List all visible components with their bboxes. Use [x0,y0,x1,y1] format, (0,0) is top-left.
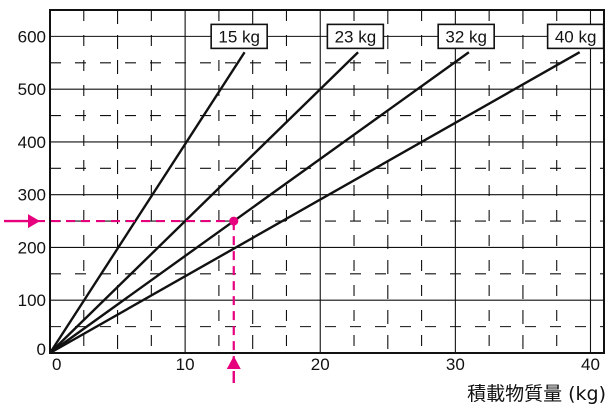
series-line-2 [49,51,359,354]
y-tick-label: 300 [18,186,46,205]
plot-frame [49,9,605,354]
series-line-1 [48,51,246,354]
series-label-box-3 [437,23,495,50]
series-label-box-1 [210,23,268,50]
x-tick-label: 40 [581,355,600,374]
y-tick-label: 0 [37,340,46,359]
series-label-1: 15 kg [218,27,260,46]
x-axis-label: 積載物質量 (kg) [467,383,606,405]
minor-gridlines [50,10,604,353]
reading-arrow-up-icon [226,356,241,369]
series-labels: 15 kg 23 kg 32 kg 40 kg [210,23,605,50]
x-tick-label: 20 [311,355,330,374]
series-label-4: 40 kg [555,27,597,46]
x-tick-label: 0 [52,355,61,374]
series-label-3: 32 kg [445,27,487,46]
x-tick-label: 10 [176,355,195,374]
y-tick-label: 600 [18,27,46,46]
series-line-4 [49,51,581,355]
series-line-3 [49,51,470,354]
y-tick-label: 500 [18,80,46,99]
series-label-2: 23 kg [335,27,377,46]
reading-arrow-left-icon [28,214,40,229]
y-tick-label: 400 [18,133,46,152]
y-tick-label: 200 [18,238,46,257]
series-lines [48,51,581,355]
x-tick-label: 30 [446,355,465,374]
series-label-box-2 [326,23,385,50]
y-tick-labels: 0 100 200 300 400 500 600 [18,27,46,359]
reading-point [229,216,239,226]
reading-annotation [4,214,241,383]
y-tick-label: 100 [18,291,46,310]
x-tick-labels: 0 10 20 30 40 [52,355,600,374]
